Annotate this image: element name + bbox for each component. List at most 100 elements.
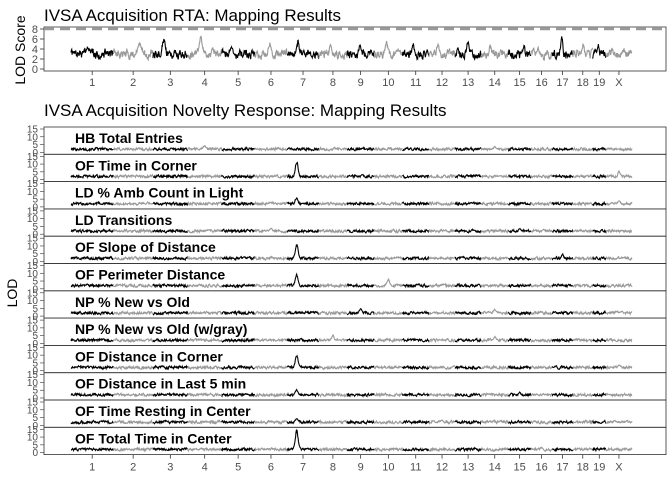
panel-series-chr-12 (428, 173, 456, 179)
rta-y-tick-label: 6 (32, 34, 38, 46)
panel-series-chr-13 (454, 392, 482, 398)
panel-series-chr-2 (113, 146, 154, 152)
novelty-x-tick-label: 19 (593, 462, 605, 474)
rta-x-tick-label: 11 (410, 77, 421, 89)
novelty-x-tick-label: 13 (462, 462, 474, 474)
panel-y-tick-label: 0 (32, 284, 38, 295)
panel-title: OF Perimeter Distance (75, 267, 225, 283)
panel-series-chr-6 (254, 309, 288, 316)
panel-series-chr-10 (373, 255, 403, 262)
panel-series-chr-3 (152, 391, 189, 398)
panel-series-chr-14 (480, 335, 509, 343)
panel-y-tick-label: 15 (27, 288, 39, 299)
novelty-x-tick-label: 16 (535, 462, 547, 474)
panel-series-chr-17 (551, 392, 574, 398)
panel-series-chr-13 (454, 200, 482, 207)
rta-y-tick-label: 4 (32, 44, 38, 56)
panel-series-chr-15 (508, 201, 532, 207)
rta-series-chr-10 (373, 40, 404, 60)
panel-series-chr-1 (70, 310, 114, 316)
panel-series-chr-18 (572, 200, 594, 207)
panel-series-chr-19 (592, 392, 607, 398)
panel-series-chr-2 (112, 364, 154, 371)
panel-series-chr-1 (70, 391, 114, 398)
panel-series-chr-3 (152, 337, 189, 343)
rta-x-tick-label: 6 (268, 77, 274, 89)
panel-series-chr-13 (454, 337, 482, 343)
panel-series-chr-4 (187, 173, 223, 180)
panel-y-tick-label: 10 (27, 405, 39, 416)
panel-series-chr-11 (401, 201, 430, 207)
panel-series-chr-12 (428, 419, 456, 425)
panel-series-chr-8 (318, 364, 348, 371)
panel-series-chr-17 (551, 252, 574, 262)
panel-series-chr-15 (508, 173, 532, 180)
panel-y-tick-label: 15 (27, 370, 39, 381)
panel-series-chr-11 (402, 419, 430, 425)
panel-series-chr-5 (221, 228, 256, 234)
rta-series-chr-13 (454, 40, 482, 62)
panel-series-chr-3 (152, 201, 189, 207)
rta-series-chr-5 (221, 45, 256, 60)
panel-series-chr-14 (480, 283, 509, 289)
panel-y-tick-label: 5 (32, 358, 38, 369)
panel-series-chr-4 (187, 255, 223, 262)
panel-y-tick-label: 0 (32, 230, 38, 241)
panel-series-chr-1 (70, 364, 114, 371)
panel-series-chr-6 (254, 446, 288, 453)
panel-series-chr-12 (428, 446, 456, 453)
panel-series-chr-7 (286, 428, 320, 453)
rta-x-tick-label: 8 (330, 77, 336, 89)
panel-series-chr-17 (551, 419, 574, 425)
panel-series-chr-5 (221, 337, 255, 344)
rta-series-chr-3 (152, 38, 189, 60)
panel-series-chr-6 (254, 337, 288, 343)
panel-series-chr-5 (221, 173, 255, 180)
panel-y-tick-label: 15 (27, 234, 39, 245)
panel-y-tick-label: 10 (27, 433, 39, 444)
novelty-x-tick-label: 9 (358, 462, 364, 474)
panel-y-tick-label: 15 (27, 125, 39, 136)
rta-y-axis-label: LOD Score (12, 15, 28, 84)
rta-series-chr-9 (346, 43, 375, 59)
panel-series-chr-X (605, 200, 633, 207)
panel-series-chr-4 (187, 228, 223, 234)
panel-series-chr-7 (287, 388, 320, 398)
panel-series-chr-8 (318, 446, 348, 453)
panel-series-chr-3 (152, 228, 188, 234)
panel-series-chr-15 (507, 283, 532, 289)
rta-series-chr-X (605, 47, 633, 58)
panel-series-chr-19 (592, 173, 607, 180)
panel-series-chr-15 (507, 446, 532, 452)
panel-series-chr-6 (254, 419, 288, 425)
panel-series-chr-4 (187, 282, 223, 289)
panel-series-chr-5 (221, 255, 256, 262)
panel-series-chr-14 (480, 228, 509, 235)
panel-series-chr-19 (592, 446, 607, 453)
panel-y-tick-label: 5 (32, 140, 38, 151)
panel-series-chr-11 (401, 310, 430, 316)
panel-series-chr-2 (113, 391, 154, 398)
panel-y-tick-label: 0 (32, 148, 38, 159)
panel-title: OF Distance in Last 5 min (75, 376, 246, 392)
rta-x-tick-label: 16 (535, 77, 547, 89)
panel-series-chr-10 (373, 228, 403, 234)
panel-series-chr-8 (318, 228, 348, 234)
novelty-x-tick-label: 11 (410, 462, 421, 474)
panel-series-chr-16 (530, 364, 553, 371)
panel-y-tick-label: 15 (27, 398, 39, 409)
panel-series-chr-12 (428, 337, 456, 344)
panel-series-chr-12 (428, 146, 456, 152)
panel-y-tick-label: 15 (27, 179, 39, 190)
panel-series-chr-6 (254, 227, 288, 234)
panel-title: OF Total Time in Center (75, 430, 232, 446)
novelty-x-tick-label: 2 (130, 462, 136, 474)
panel-series-chr-10 (373, 447, 403, 453)
panel-title: LD Transitions (75, 212, 172, 228)
panel-y-tick-label: 5 (32, 440, 38, 451)
rta-x-tick-label: 19 (593, 77, 605, 89)
panel-series-chr-19 (592, 310, 607, 316)
